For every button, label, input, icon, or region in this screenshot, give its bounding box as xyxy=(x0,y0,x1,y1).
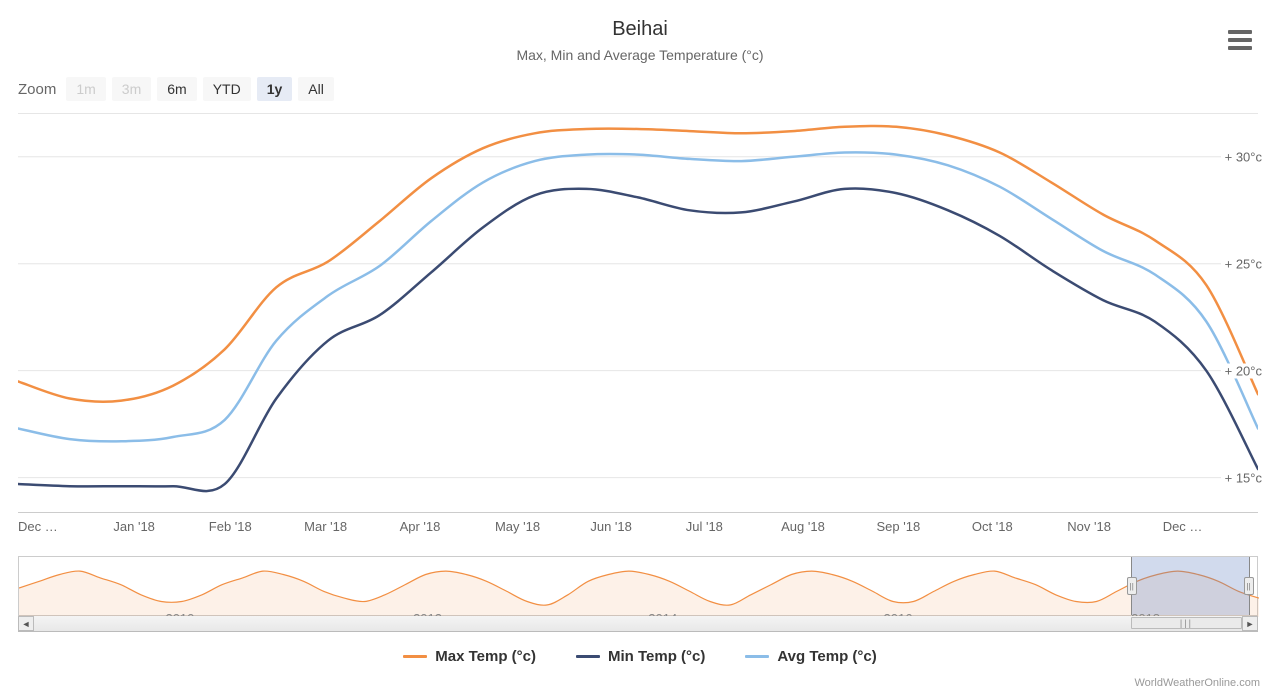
legend-swatch-max xyxy=(403,655,427,658)
scrollbar-right-arrow[interactable]: ► xyxy=(1242,616,1258,631)
scrollbar-left-arrow[interactable]: ◄ xyxy=(18,616,34,631)
chart-subtitle: Max, Min and Average Temperature (°c) xyxy=(18,47,1262,63)
zoom-all-button[interactable]: All xyxy=(298,77,334,101)
legend-label-avg: Avg Temp (°c) xyxy=(777,648,876,665)
navigator-svg xyxy=(19,557,1259,617)
legend-item-min[interactable]: Min Temp (°c) xyxy=(576,648,705,665)
legend-item-avg[interactable]: Avg Temp (°c) xyxy=(745,648,876,665)
x-tick-label: Dec … xyxy=(1163,519,1258,534)
y-tick-label: + 20°c xyxy=(1221,363,1262,378)
x-tick-label: Oct '18 xyxy=(972,519,1067,534)
navigator-handle-right[interactable]: || xyxy=(1244,577,1254,595)
zoom-ytd-button[interactable]: YTD xyxy=(203,77,251,101)
legend-label-max: Max Temp (°c) xyxy=(435,648,536,665)
chart-title: Beihai xyxy=(18,18,1262,41)
y-tick-label: + 30°c xyxy=(1221,149,1262,164)
scrollbar-thumb[interactable]: ||| xyxy=(1131,617,1242,629)
x-tick-label: Nov '18 xyxy=(1067,519,1162,534)
x-tick-label: Jun '18 xyxy=(590,519,685,534)
legend-label-min: Min Temp (°c) xyxy=(608,648,705,665)
zoom-1m-button[interactable]: 1m xyxy=(66,77,105,101)
y-tick-label: + 25°c xyxy=(1221,256,1262,271)
legend-swatch-avg xyxy=(745,655,769,658)
zoom-controls: Zoom 1m 3m 6m YTD 1y All xyxy=(18,77,1262,101)
y-tick-label: + 15°c xyxy=(1221,470,1262,485)
legend-item-max[interactable]: Max Temp (°c) xyxy=(403,648,536,665)
zoom-label: Zoom xyxy=(18,81,56,98)
x-axis-labels: Dec …Jan '18Feb '18Mar '18Apr '18May '18… xyxy=(18,519,1258,534)
navigator[interactable]: || || 20102012201420162018 xyxy=(18,556,1258,616)
x-tick-label: Mar '18 xyxy=(304,519,399,534)
navigator-handle-left[interactable]: || xyxy=(1127,577,1137,595)
navigator-selection[interactable]: || || xyxy=(1131,557,1250,615)
x-tick-label: Apr '18 xyxy=(400,519,495,534)
plot-svg xyxy=(18,114,1258,514)
credits[interactable]: WorldWeatherOnline.com xyxy=(1134,677,1260,689)
hamburger-menu-icon[interactable] xyxy=(1228,30,1252,50)
zoom-1y-button[interactable]: 1y xyxy=(257,77,293,101)
x-tick-label: Jul '18 xyxy=(686,519,781,534)
x-tick-label: Feb '18 xyxy=(209,519,304,534)
x-tick-label: May '18 xyxy=(495,519,590,534)
navigator-scrollbar[interactable]: ◄ ||| ► xyxy=(18,616,1258,632)
x-tick-label: Jan '18 xyxy=(113,519,208,534)
legend: Max Temp (°c) Min Temp (°c) Avg Temp (°c… xyxy=(18,648,1262,665)
legend-swatch-min xyxy=(576,655,600,658)
main-plot[interactable]: + 15°c+ 20°c+ 25°c+ 30°c xyxy=(18,113,1258,513)
zoom-6m-button[interactable]: 6m xyxy=(157,77,196,101)
x-tick-label: Dec … xyxy=(18,519,113,534)
zoom-3m-button[interactable]: 3m xyxy=(112,77,151,101)
x-tick-label: Aug '18 xyxy=(781,519,876,534)
x-tick-label: Sep '18 xyxy=(877,519,972,534)
